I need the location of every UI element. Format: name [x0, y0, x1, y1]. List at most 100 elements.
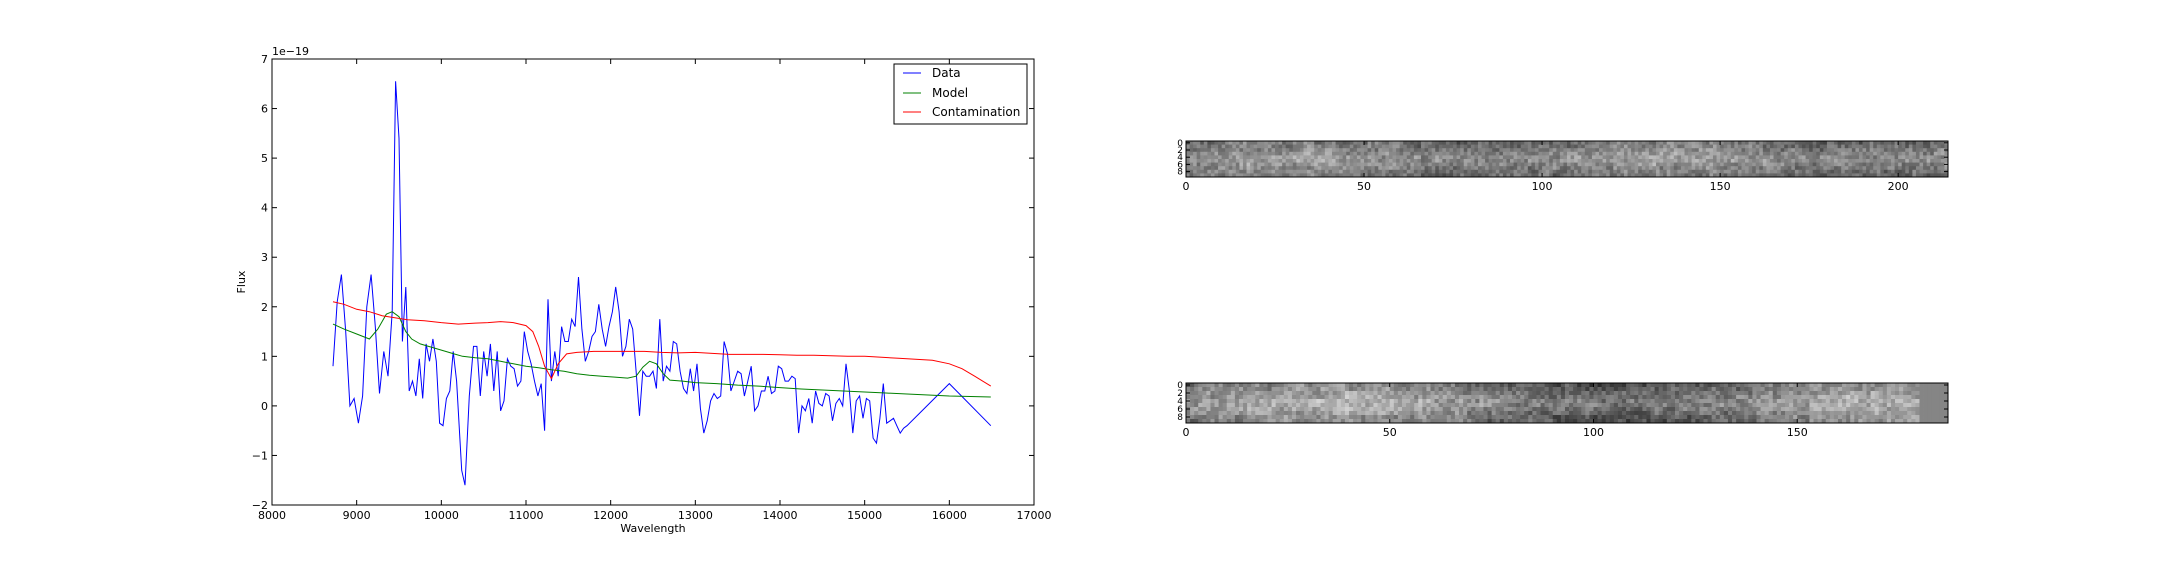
image-pixel	[1776, 403, 1782, 408]
image-pixel	[1805, 415, 1810, 420]
image-pixel	[1577, 383, 1582, 388]
image-pixel	[1206, 415, 1211, 420]
image-bottom-frame	[1185, 382, 1949, 424]
image-pixel	[1940, 173, 1945, 178]
image-pixel	[1454, 411, 1460, 416]
image-pixel	[1563, 155, 1568, 160]
image-pixel	[1813, 391, 1818, 396]
image-pixel	[1314, 173, 1319, 178]
image-pixel	[1291, 383, 1297, 388]
image-pixel	[1850, 387, 1855, 392]
image-pixel	[1296, 395, 1301, 400]
image-pixel	[1715, 411, 1721, 416]
image-pixel	[1438, 144, 1443, 149]
image-pixel	[1688, 148, 1693, 153]
image-pixel	[1679, 407, 1684, 412]
image-pixel	[1202, 419, 1207, 424]
image-pixel	[1784, 141, 1789, 145]
image-pixel	[1648, 144, 1653, 149]
image-pixel	[1691, 383, 1696, 388]
image-pixel	[1791, 155, 1796, 160]
image-pixel	[1570, 141, 1575, 145]
image-pixel	[1328, 169, 1333, 174]
image-pixel	[1242, 173, 1247, 178]
image-pixel	[1475, 403, 1480, 408]
image-pixel	[1426, 395, 1431, 400]
image-pixel	[1927, 387, 1933, 392]
image-pixel	[1837, 141, 1842, 145]
image-pixel	[1202, 411, 1207, 416]
image-pixel	[1805, 419, 1810, 424]
image-pixel	[1239, 162, 1244, 167]
image-pixel	[1361, 391, 1366, 396]
image-pixel	[1438, 169, 1443, 174]
image-pixel	[1317, 162, 1322, 167]
image-pixel	[1275, 403, 1281, 408]
image-pixel	[1531, 141, 1536, 145]
image-pixel	[1883, 162, 1888, 167]
image-pixel	[1471, 419, 1476, 424]
image-pixel	[1780, 415, 1786, 420]
image-pixel	[1278, 166, 1283, 171]
image-pixel	[1506, 151, 1511, 156]
image-pixel	[1238, 403, 1244, 408]
image-pixel	[1679, 411, 1684, 416]
x-tick-label: 200	[1888, 180, 1909, 193]
image-pixel	[1606, 148, 1611, 153]
image-pixel	[1259, 407, 1264, 412]
image-pixel	[1716, 169, 1721, 174]
image-pixel	[1723, 399, 1729, 404]
image-pixel	[1748, 415, 1753, 420]
image-pixel	[1324, 415, 1330, 420]
image-pixel	[1544, 403, 1550, 408]
image-pixel	[1650, 399, 1655, 404]
image-pixel	[1755, 162, 1760, 167]
image-pixel	[1926, 144, 1931, 149]
image-pixel	[1940, 151, 1945, 156]
image-pixel	[1842, 403, 1847, 408]
image-pixel	[1434, 399, 1440, 404]
image-pixel	[1524, 387, 1529, 392]
image-pixel	[1854, 387, 1859, 392]
image-pixel	[1495, 391, 1501, 396]
image-pixel	[1527, 162, 1532, 167]
image-pixel	[1210, 395, 1215, 400]
image-pixel	[1677, 155, 1682, 160]
image-pixel	[1609, 173, 1614, 178]
image-pixel	[1283, 383, 1289, 388]
image-pixel	[1282, 159, 1287, 163]
image-pixel	[1597, 395, 1603, 400]
image-pixel	[1923, 399, 1929, 404]
image-pixel	[1915, 391, 1920, 396]
image-pixel	[1595, 166, 1600, 171]
image-pixel	[1899, 411, 1904, 416]
image-pixel	[1848, 159, 1853, 163]
image-pixel	[1513, 169, 1518, 174]
image-pixel	[1821, 399, 1827, 404]
image-pixel	[1287, 419, 1293, 424]
image-pixel	[1662, 399, 1668, 404]
image-pixel	[1438, 159, 1443, 163]
image-pixel	[1275, 399, 1281, 404]
image-pixel	[1426, 411, 1431, 416]
image-pixel	[1730, 169, 1735, 174]
image-pixel	[1308, 391, 1313, 396]
image-pixel	[1709, 159, 1714, 163]
image-pixel	[1410, 148, 1415, 153]
image-pixel	[1702, 151, 1707, 156]
image-pixel	[1577, 169, 1582, 174]
image-pixel	[1339, 173, 1344, 178]
image-pixel	[1658, 419, 1664, 424]
image-pixel	[1196, 148, 1201, 153]
image-pixel	[1605, 399, 1611, 404]
image-pixel	[1801, 383, 1806, 388]
image-pixel	[1927, 411, 1933, 416]
image-pixel	[1564, 415, 1570, 420]
image-pixel	[1698, 166, 1703, 171]
image-pixel	[1556, 141, 1561, 145]
image-pixel	[1720, 166, 1725, 171]
image-pixel	[1663, 173, 1668, 178]
image-pixel	[1591, 169, 1596, 174]
image-pixel	[1214, 141, 1219, 145]
image-pixel	[1434, 391, 1440, 396]
